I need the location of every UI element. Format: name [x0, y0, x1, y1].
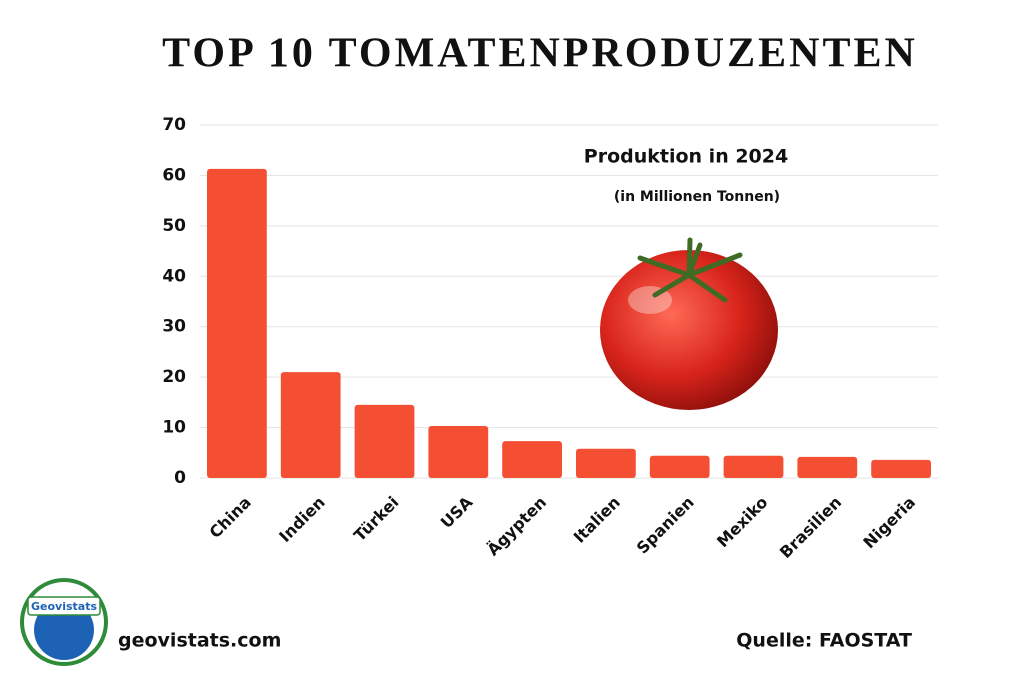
bar	[502, 441, 562, 478]
x-tick-label: Ägypten	[483, 493, 550, 560]
x-tick-label: Indien	[275, 493, 328, 546]
y-tick-label: 0	[174, 468, 186, 488]
tomato-illustration	[600, 237, 778, 410]
bar	[280, 372, 341, 478]
y-tick-label: 30	[162, 317, 186, 337]
x-tick-label: Italien	[570, 493, 624, 547]
bar	[723, 455, 784, 478]
subtitle: Produktion in 2024	[584, 146, 788, 168]
y-tick-label: 50	[162, 216, 186, 236]
bar	[649, 455, 710, 478]
x-tick-label: Spanien	[633, 493, 698, 558]
source: Quelle: FAOSTAT	[736, 630, 912, 652]
bar	[576, 448, 636, 478]
x-tick-label: Mexiko	[713, 493, 772, 552]
logo-text: Geovistats	[31, 600, 97, 613]
website: geovistats.com	[118, 630, 281, 652]
x-tick-label: Brasilien	[776, 493, 845, 562]
y-tick-label: 40	[162, 266, 186, 286]
y-tick-label: 60	[162, 165, 186, 185]
y-tick-label: 10	[162, 418, 186, 438]
x-tick-label: China	[206, 493, 255, 542]
chart-title: TOP 10 TOMATENPRODUZENTEN	[162, 31, 918, 77]
plot: 0 10 20 30 40 50 60 70 China Indien Türkei USA Ägypt…	[162, 115, 938, 562]
bar	[428, 426, 489, 478]
bar	[871, 459, 931, 478]
unit-note: (in Millionen Tonnen)	[614, 189, 780, 205]
y-tick-label: 20	[162, 367, 186, 387]
bar	[354, 404, 415, 478]
x-tick-label: USA	[437, 492, 477, 532]
y-tick-label: 70	[162, 115, 186, 135]
logo: Geovistats	[20, 578, 108, 666]
bar	[797, 456, 858, 478]
x-tick-label: Türkei	[350, 493, 402, 545]
bar	[207, 168, 267, 478]
x-tick-label: Nigeria	[859, 493, 919, 553]
